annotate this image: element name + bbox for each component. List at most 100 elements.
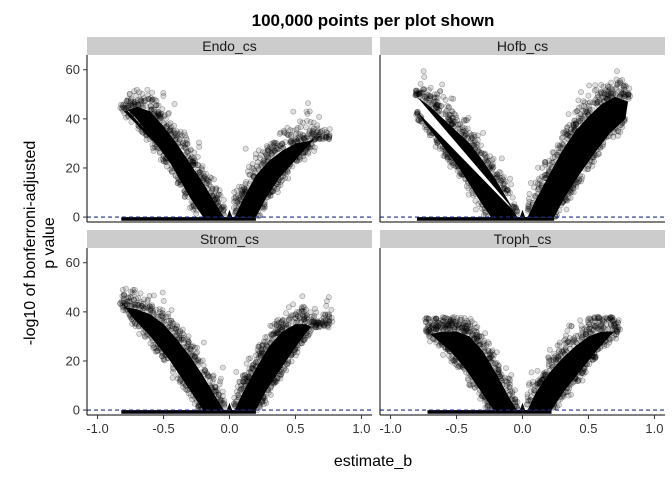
data-point (192, 353, 198, 360)
data-point (178, 132, 185, 139)
data-point (435, 342, 442, 349)
data-point (262, 344, 269, 351)
data-point (582, 331, 589, 338)
data-point (482, 155, 489, 161)
data-point (127, 293, 134, 300)
data-point (591, 158, 597, 165)
data-point (231, 394, 238, 401)
data-point (160, 157, 167, 164)
data-point (438, 102, 445, 109)
data-point (570, 122, 577, 129)
data-point (472, 144, 479, 150)
data-point (173, 136, 180, 142)
data-point (471, 137, 478, 144)
data-point (299, 150, 306, 157)
data-point (481, 344, 488, 351)
data-point (165, 157, 172, 164)
data-point (600, 139, 607, 146)
data-point (601, 343, 608, 349)
y-tick-label: 40 (66, 304, 80, 319)
data-point (174, 375, 181, 382)
data-point (535, 186, 542, 193)
data-point (121, 292, 128, 298)
data-point (306, 129, 313, 136)
data-point (328, 306, 335, 313)
data-point (551, 350, 558, 357)
data-point (612, 323, 619, 330)
data-point (188, 203, 195, 210)
data-point (206, 178, 212, 185)
data-point (277, 324, 284, 331)
data-point (182, 146, 189, 152)
data-point (194, 362, 201, 369)
data-point (459, 324, 465, 331)
data-point (268, 151, 275, 158)
data-point (444, 346, 451, 353)
data-point (459, 323, 466, 330)
data-point (216, 204, 222, 211)
data-point (289, 163, 296, 170)
data-point (158, 348, 165, 355)
data-point (601, 318, 608, 325)
y-tick-label: 40 (66, 111, 80, 126)
data-point (436, 88, 443, 95)
data-point (593, 324, 600, 331)
data-point (445, 321, 452, 328)
data-point (183, 148, 190, 155)
data-point (213, 185, 220, 191)
data-point (613, 81, 620, 88)
data-point (147, 107, 154, 114)
data-point (467, 328, 474, 335)
data-point (578, 103, 585, 110)
data-point (122, 301, 128, 307)
data-point (304, 118, 310, 124)
data-point (186, 385, 193, 392)
data-point (148, 98, 155, 104)
data-point (179, 330, 186, 337)
data-point (440, 94, 447, 100)
data-point (199, 177, 206, 183)
data-point (237, 193, 244, 200)
data-point (177, 143, 184, 150)
data-point (423, 126, 430, 133)
data-point (181, 193, 188, 200)
data-point (303, 124, 309, 131)
data-point (284, 165, 291, 172)
data-point (536, 175, 542, 182)
data-point (448, 121, 454, 128)
data-point (580, 98, 587, 104)
data-point (471, 377, 478, 384)
data-point (268, 337, 275, 344)
data-point (136, 330, 143, 337)
data-point (426, 128, 433, 135)
data-point (443, 314, 449, 321)
data-point (205, 178, 211, 185)
data-point (324, 320, 330, 327)
data-point (455, 125, 462, 132)
data-point (239, 372, 246, 379)
data-point (301, 308, 307, 315)
data-point (575, 378, 582, 384)
data-point (144, 332, 151, 339)
data-point (607, 335, 613, 342)
data-point (174, 323, 181, 330)
data-point (267, 339, 274, 346)
data-point (580, 332, 587, 339)
data-point (178, 179, 185, 186)
data-point (559, 198, 566, 205)
data-point (418, 114, 425, 120)
data-point (319, 133, 326, 140)
data-point (279, 316, 286, 323)
data-point (478, 392, 485, 399)
data-point (554, 153, 561, 160)
data-point (176, 136, 183, 143)
data-point (208, 383, 215, 390)
data-point (301, 134, 308, 141)
data-point (537, 379, 544, 385)
data-point (565, 190, 571, 197)
data-point (279, 141, 286, 148)
data-point (577, 172, 583, 179)
data-point (502, 190, 508, 197)
data-point (314, 319, 321, 326)
data-point (578, 369, 585, 376)
